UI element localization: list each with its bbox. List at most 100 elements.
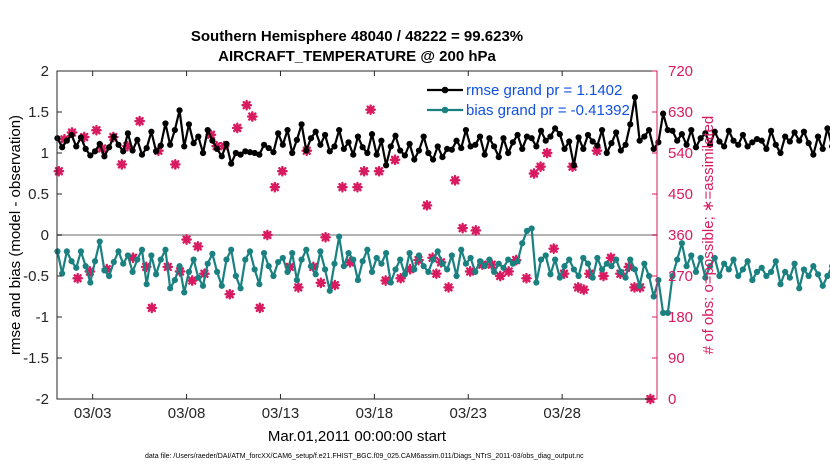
rmse-point xyxy=(725,127,732,134)
y2-tick-label: 90 xyxy=(668,350,685,367)
rmse-point xyxy=(688,126,695,134)
rmse-point xyxy=(716,138,723,145)
bias-point xyxy=(195,274,202,281)
rmse-point xyxy=(523,133,531,140)
x-tick-label: 03/03 xyxy=(74,405,112,422)
obs-count-marker xyxy=(443,281,454,293)
bias-point xyxy=(223,256,230,263)
rmse-point xyxy=(584,131,592,139)
bias-point xyxy=(721,260,728,267)
bias-point xyxy=(782,268,789,275)
rmse-point xyxy=(106,144,113,151)
rmse-point xyxy=(509,139,516,146)
rmse-point xyxy=(82,145,89,152)
bias-point xyxy=(171,277,178,284)
rmse-point xyxy=(176,107,183,114)
rmse-point xyxy=(791,129,798,136)
bias-point xyxy=(814,271,822,278)
rmse-point xyxy=(678,131,685,138)
bias-point xyxy=(777,281,784,288)
rmse-point xyxy=(63,137,70,144)
rmse-point xyxy=(213,145,221,152)
bias-point xyxy=(434,248,441,255)
rmse-point xyxy=(772,141,779,148)
rmse-point xyxy=(232,149,239,157)
rmse-point xyxy=(706,141,714,148)
bias-point xyxy=(148,252,155,259)
plot-area: -2 -1.5 -1 -0.5 0 0.5 1 1.5 2 0 90 180 270 360 450 540 6… xyxy=(23,63,830,422)
bias-point xyxy=(622,274,629,281)
chart-title: Southern Hemisphere 48040 / 48222 = 99.6… xyxy=(191,28,523,45)
bias-point xyxy=(392,266,399,273)
obs-count-marker xyxy=(583,268,595,280)
obs-count-marker xyxy=(591,145,603,157)
rmse-point xyxy=(645,126,653,134)
obs-count-marker xyxy=(91,124,102,136)
obs-count-marker xyxy=(329,279,341,291)
bias-point xyxy=(636,282,643,289)
rmse-point xyxy=(134,136,141,143)
obs-count-marker xyxy=(457,222,469,234)
rmse-point xyxy=(735,141,742,148)
bias-point xyxy=(232,272,239,280)
obs-count-marker xyxy=(337,181,348,193)
rmse-point xyxy=(345,139,352,146)
bias-point xyxy=(303,246,310,253)
bias-point xyxy=(406,249,413,257)
bias-point xyxy=(481,263,488,270)
bias-point xyxy=(87,279,94,286)
bias-point xyxy=(176,263,183,270)
rmse-point xyxy=(406,140,413,148)
rmse-point xyxy=(270,149,277,156)
rmse-point xyxy=(575,134,582,141)
y-axis-label: rmse and bias (model - observation) xyxy=(7,115,24,355)
rmse-point xyxy=(68,131,75,139)
rmse-point xyxy=(570,162,578,169)
bias-point xyxy=(256,281,263,288)
rmse-point xyxy=(256,151,263,158)
obs-count-marker xyxy=(134,115,146,127)
bias-point xyxy=(725,266,732,273)
bias-point xyxy=(293,277,301,284)
obs-count-marker xyxy=(192,240,204,252)
bias-point xyxy=(397,256,404,263)
rmse-point xyxy=(204,126,211,134)
obs-count-marker xyxy=(541,147,553,159)
rmse-point xyxy=(782,133,789,140)
y2-tick-label: 270 xyxy=(668,268,693,285)
bias-point xyxy=(594,254,601,262)
y2-tick-label: 630 xyxy=(668,104,693,121)
bias-point xyxy=(486,256,493,263)
rmse-point xyxy=(603,149,610,157)
bias-point xyxy=(692,268,700,275)
x-axis-label: Mar.01,2011 00:00:00 start xyxy=(268,428,447,445)
rmse-point xyxy=(143,144,150,152)
rmse-point xyxy=(669,127,676,134)
bias-point xyxy=(608,263,615,270)
rmse-point xyxy=(148,128,155,135)
rmse-point xyxy=(120,148,127,155)
obs-count-marker xyxy=(254,302,266,314)
rmse-point xyxy=(753,135,761,143)
bias-point xyxy=(533,279,540,286)
rmse-point xyxy=(505,149,512,157)
rmse-point xyxy=(580,145,587,152)
bias-point xyxy=(824,272,830,280)
rmse-point xyxy=(655,139,662,146)
rmse-point xyxy=(566,138,573,145)
rmse-point xyxy=(641,133,648,140)
obs-count-marker xyxy=(53,165,65,177)
y-tick-label: 1.5 xyxy=(28,104,49,121)
bias-point xyxy=(228,246,235,253)
bias-point xyxy=(819,282,826,289)
bias-point xyxy=(566,256,573,263)
rmse-point xyxy=(298,121,305,128)
bias-point xyxy=(162,246,169,253)
obs-count-marker xyxy=(231,122,243,134)
bias-point xyxy=(242,256,249,263)
rmse-point xyxy=(364,149,371,157)
bias-point xyxy=(458,246,465,253)
bias-point xyxy=(368,268,376,275)
rmse-point xyxy=(373,151,380,158)
bias-point xyxy=(744,258,751,265)
